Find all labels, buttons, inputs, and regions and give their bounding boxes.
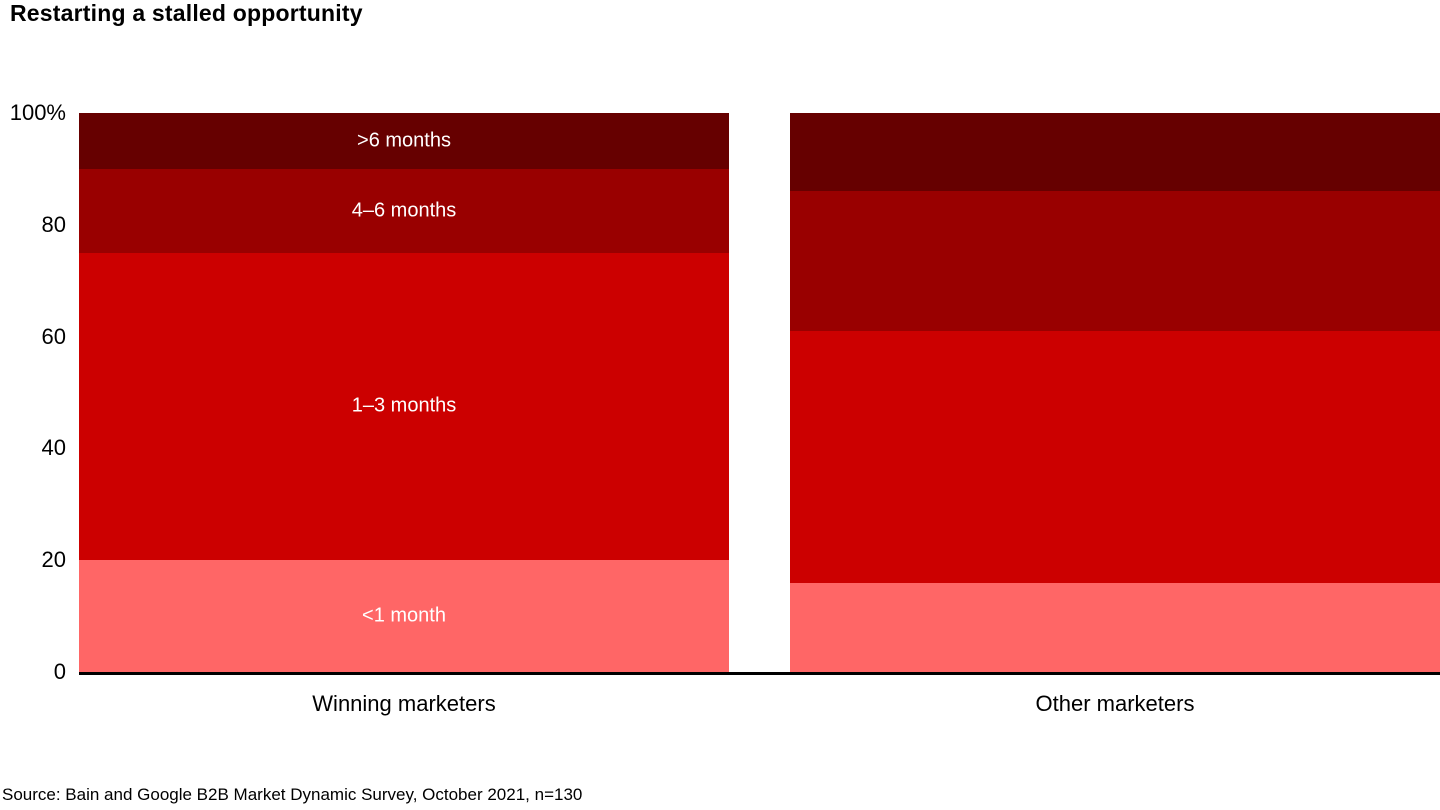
bar-segment: 4–6 months — [79, 168, 729, 253]
y-tick-label: 80 — [41, 211, 66, 237]
segment-label: 4–6 months — [351, 199, 457, 222]
bar-segment — [790, 113, 1440, 192]
segment-label: <1 month — [362, 604, 446, 627]
y-axis: 100% 80 60 40 20 0 — [0, 100, 66, 684]
y-tick-label: 100% — [9, 100, 66, 125]
plot-area: <1 month 1–3 months 4–6 months >6 months — [79, 113, 1440, 672]
y-tick-label: 40 — [41, 435, 66, 461]
bar-segment — [790, 582, 1440, 672]
bar-segment — [790, 191, 1440, 332]
bars-container: <1 month 1–3 months 4–6 months >6 months — [79, 113, 1440, 672]
x-axis-line — [79, 672, 1440, 675]
bar-winning-marketers: <1 month 1–3 months 4–6 months >6 months — [79, 113, 729, 672]
bar-other-marketers — [790, 113, 1440, 672]
y-tick-label: 20 — [41, 547, 66, 573]
category-label: Winning marketers — [312, 691, 496, 716]
bar-segment: >6 months — [79, 113, 729, 169]
bar-segment: 1–3 months — [79, 252, 729, 561]
y-tick-label: 60 — [41, 323, 66, 349]
segment-label: >6 months — [357, 129, 451, 152]
segment-label: 1–3 months — [351, 394, 457, 417]
bar-segment — [790, 331, 1440, 583]
chart-title: Restarting a stalled opportunity — [10, 0, 363, 26]
category-label: Other marketers — [1035, 691, 1195, 716]
bar-segment: <1 month — [79, 560, 729, 672]
source-note: Source: Bain and Google B2B Market Dynam… — [2, 785, 583, 804]
y-tick-label: 0 — [53, 659, 66, 684]
